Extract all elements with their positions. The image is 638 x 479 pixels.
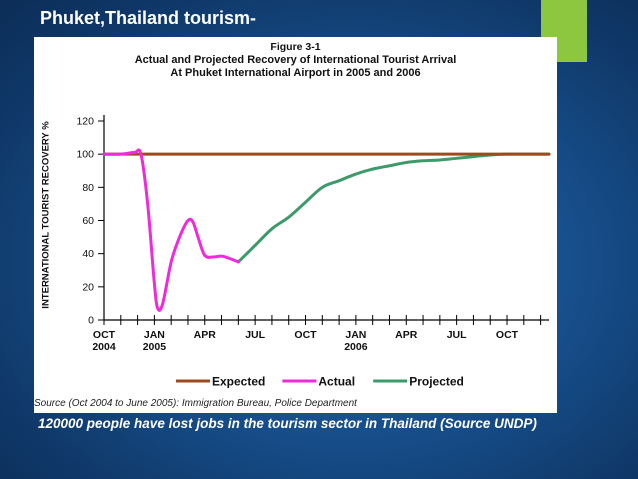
x-tick-label: JUL: [447, 329, 467, 341]
y-tick-label: 20: [82, 281, 94, 293]
y-tick-label: 80: [82, 182, 94, 194]
x-tick-label: OCT: [294, 329, 317, 341]
y-tick-label: 0: [88, 315, 94, 327]
legend-label-actual: Actual: [318, 375, 355, 389]
y-tick-label: 40: [82, 248, 94, 260]
legend-label-projected: Projected: [409, 375, 464, 389]
chart-title-line2: At Phuket International Airport in 2005 …: [170, 67, 421, 79]
series-line-projected: [236, 152, 551, 264]
x-tick-label: OCT: [93, 329, 116, 341]
legend-label-expected: Expected: [212, 375, 265, 389]
x-tick-year-label: 2004: [92, 341, 116, 353]
x-tick-label: OCT: [496, 329, 519, 341]
x-tick-label: APR: [395, 329, 418, 341]
legend: Expected Actual Projected: [176, 375, 464, 389]
source-note: Source (Oct 2004 to June 2005): Immigrat…: [34, 398, 357, 409]
x-tick-label: JAN: [144, 329, 165, 341]
x-tick-label: JUL: [245, 329, 265, 341]
slide-title: Phuket,Thailand tourism-: [40, 8, 257, 28]
y-tick-label: 120: [76, 116, 94, 128]
figure-panel: Figure 3-1 Actual and Projected Recovery…: [34, 37, 557, 413]
x-tick-year-label: 2006: [344, 341, 368, 353]
y-tick-label: 60: [82, 215, 94, 227]
jobs-lost-note: 120000 people have lost jobs in the tour…: [38, 416, 537, 431]
x-tick-year-label: 2005: [143, 341, 167, 353]
figure-label: Figure 3-1: [270, 41, 321, 53]
y-tick-label: 100: [76, 149, 94, 161]
chart-title-line1: Actual and Projected Recovery of Interna…: [134, 54, 457, 66]
series-line-actual: [102, 148, 240, 312]
x-tick-label: APR: [194, 329, 217, 341]
x-tick-label: JAN: [345, 329, 366, 341]
